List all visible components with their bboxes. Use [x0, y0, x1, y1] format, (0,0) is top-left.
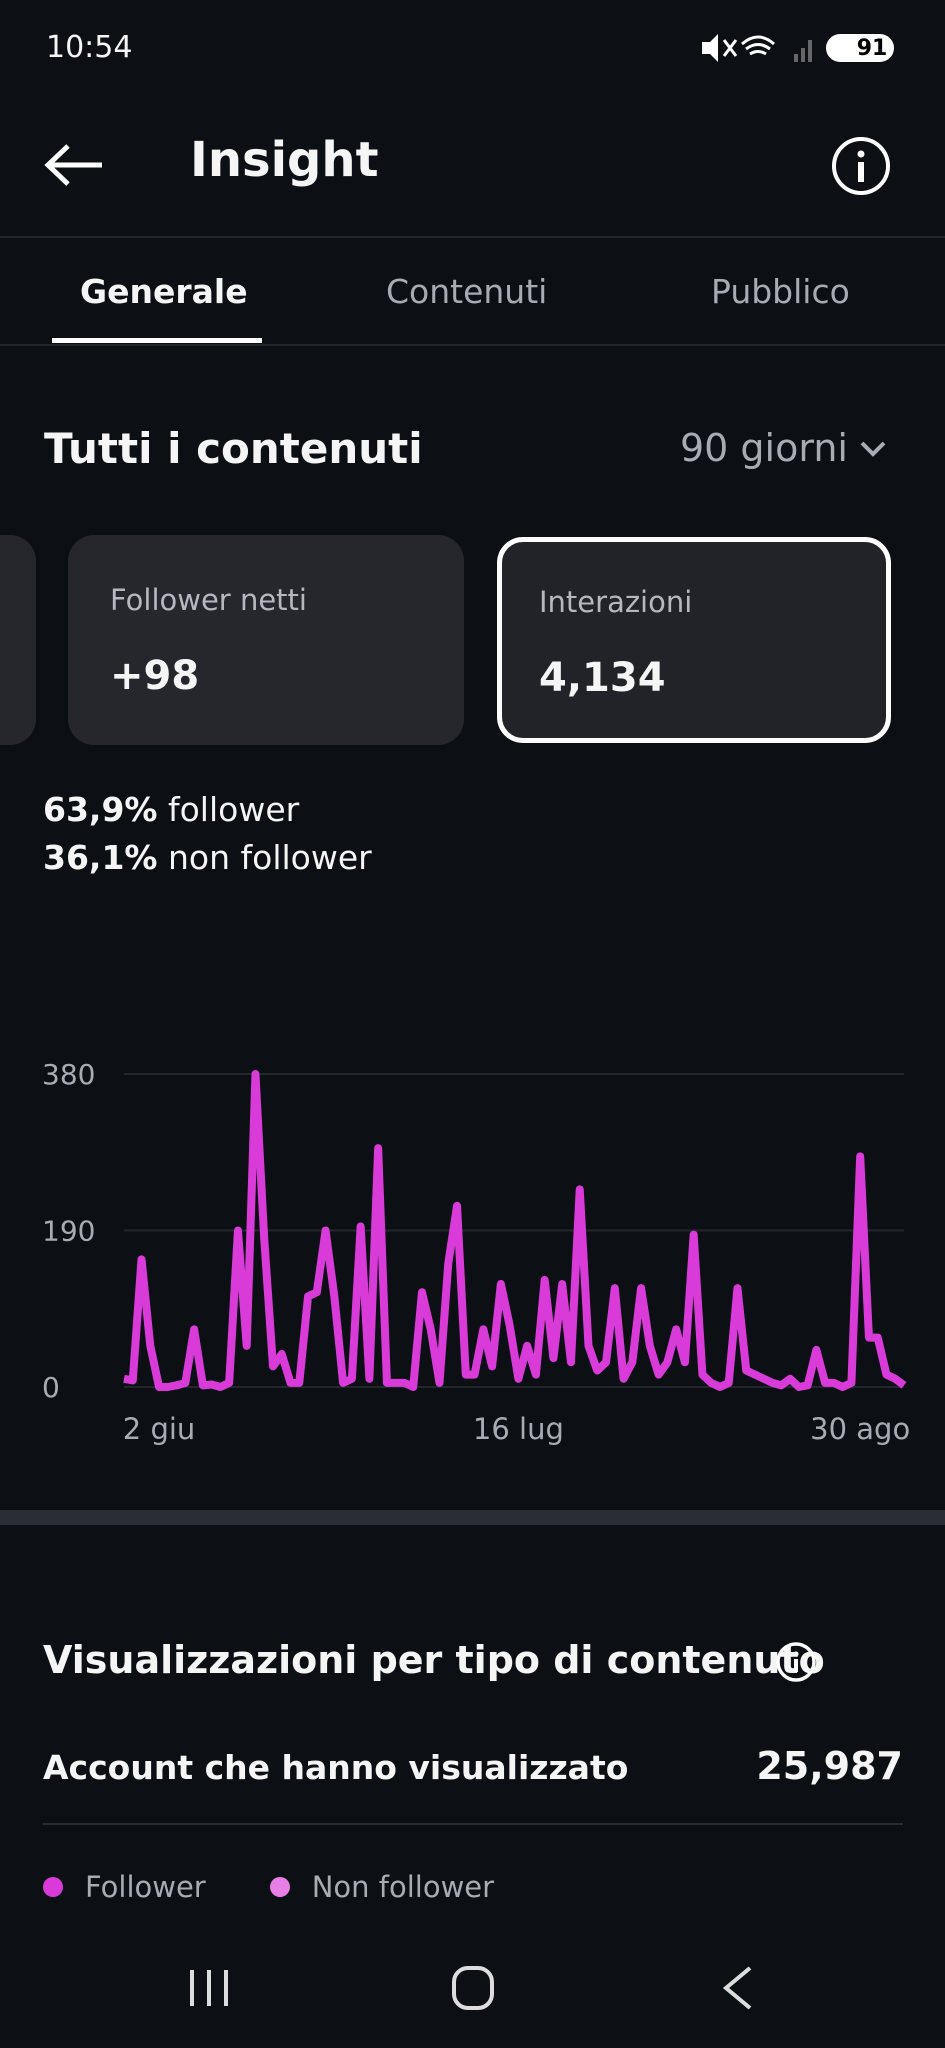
label: non follower [168, 838, 372, 877]
x-tick-label: 30 ago [810, 1412, 910, 1446]
tab[interactable]: Generale [80, 272, 248, 311]
page-title: Insight [190, 132, 379, 188]
data-line [123, 1070, 907, 1391]
battery: 91 [857, 36, 888, 61]
back-button[interactable] [40, 140, 110, 190]
nav-bar [190, 1966, 752, 2010]
percent: 63,9% [43, 790, 158, 829]
tab[interactable]: Contenuti [386, 272, 548, 311]
period-selector[interactable]: 90 giorni [680, 426, 888, 470]
card[interactable]: Follower netti +98 [68, 535, 464, 745]
tab-indicator [52, 338, 262, 343]
y-tick-label: 190 [42, 1215, 95, 1248]
legend-label: Non follower [311, 1870, 495, 1904]
chevron [860, 441, 886, 457]
card-value: +98 [110, 653, 200, 699]
period: 90 giorni [680, 426, 848, 470]
y-tick-label: 380 [42, 1058, 95, 1091]
metric-label: Account che hanno visualizzato [43, 1748, 629, 1787]
label: follower [168, 790, 300, 829]
legend-dot [43, 1877, 63, 1897]
legend-item: Non follower [269, 1870, 495, 1904]
card-label: Interazioni [539, 585, 693, 619]
y-tick-label: 0 [42, 1371, 60, 1404]
percent: 36,1% [43, 838, 158, 877]
status-icons: 91 [702, 34, 894, 62]
card-value: 4,134 [539, 655, 666, 701]
tab[interactable]: Pubblico [711, 272, 850, 311]
chart: 0 190 380 2 giu 16 lug 30 ago [42, 1058, 910, 1446]
breakdown: 36,1% non follower [43, 838, 372, 877]
separator [0, 1510, 945, 1525]
status-time: 10:54 [46, 30, 133, 65]
legend: Follower Non follower [43, 1870, 494, 1904]
views-title: Visualizzazioni per tipo di contenuto [43, 1638, 825, 1682]
breakdown: 63,9% follower [43, 790, 299, 829]
info-icon[interactable] [774, 1640, 818, 1684]
card[interactable]: Interazioni 4,134 [497, 537, 891, 743]
x-tick-label: 2 giu [123, 1412, 196, 1446]
legend-dot [269, 1877, 290, 1897]
x-tick-label: 16 lug [473, 1412, 564, 1446]
section-title: Tutti i contenuti [44, 424, 423, 473]
card[interactable] [0, 535, 36, 745]
info-button[interactable] [830, 135, 892, 197]
card-label: Follower netti [110, 583, 307, 617]
legend-label: Follower [85, 1870, 206, 1904]
metric-value: 25,987 [756, 1744, 903, 1788]
divider [43, 1823, 903, 1825]
legend-item: Follower [43, 1870, 206, 1904]
